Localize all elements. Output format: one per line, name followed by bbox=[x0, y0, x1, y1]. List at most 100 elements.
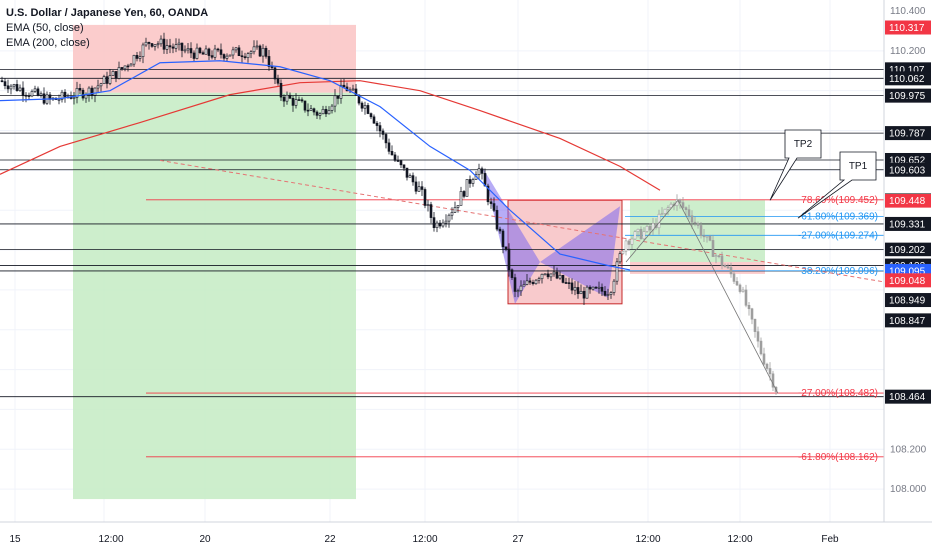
candle-body bbox=[21, 87, 25, 96]
price-badge-label: 109.787 bbox=[889, 129, 926, 140]
candle-body bbox=[570, 282, 574, 291]
callout-label: TP1 bbox=[849, 161, 868, 172]
price-tick-label: 108.000 bbox=[890, 484, 927, 495]
candle-body bbox=[90, 87, 94, 96]
candle-body bbox=[24, 94, 28, 97]
candle-body bbox=[408, 175, 412, 178]
candle-body bbox=[354, 88, 358, 96]
candle-body bbox=[270, 66, 274, 69]
fib-level-label: -27.00%(109.274) bbox=[798, 230, 878, 241]
candle-body bbox=[192, 52, 196, 59]
candle-body bbox=[111, 71, 115, 76]
candle-body bbox=[132, 55, 136, 65]
time-tick-label: 27 bbox=[512, 534, 524, 545]
candle-body bbox=[741, 289, 745, 292]
candle-body bbox=[723, 265, 727, 268]
candle-body bbox=[267, 56, 271, 67]
price-badge-label: 109.095 bbox=[889, 266, 926, 277]
candle-body bbox=[402, 164, 406, 169]
candle-body bbox=[477, 168, 481, 175]
candle-body bbox=[711, 240, 715, 257]
candle-body bbox=[9, 85, 13, 90]
candle-body bbox=[249, 51, 253, 55]
candle-body bbox=[453, 207, 457, 213]
candle-body bbox=[660, 213, 664, 215]
price-badge bbox=[885, 273, 931, 288]
candle-body bbox=[333, 95, 337, 107]
candle-body bbox=[603, 290, 607, 296]
candle-body bbox=[330, 105, 334, 111]
candle-body bbox=[588, 286, 592, 290]
candle-body bbox=[180, 42, 184, 51]
candle-body bbox=[369, 113, 373, 118]
price-badge-label: 109.331 bbox=[889, 219, 926, 230]
candle-body bbox=[726, 266, 730, 269]
candle-body bbox=[534, 279, 538, 285]
candle-body bbox=[276, 78, 280, 84]
candle-body bbox=[606, 294, 610, 296]
price-badge-label: 109.652 bbox=[889, 155, 926, 166]
candle-body bbox=[351, 88, 355, 91]
candle-body bbox=[459, 191, 463, 206]
candle-body bbox=[561, 275, 565, 283]
candle-body bbox=[705, 235, 709, 238]
candle-body bbox=[750, 308, 754, 320]
candle-body bbox=[693, 221, 697, 224]
candle-body bbox=[732, 273, 736, 282]
candle-body bbox=[633, 231, 637, 240]
candle-body bbox=[213, 48, 217, 58]
candle-body bbox=[765, 363, 769, 369]
short-position-stop-zone bbox=[630, 261, 765, 274]
candle-body bbox=[771, 373, 775, 388]
price-badge bbox=[885, 88, 931, 103]
price-tick-label: 110.400 bbox=[890, 6, 926, 17]
candle-body bbox=[738, 284, 742, 292]
candle-body bbox=[414, 181, 418, 192]
candle-body bbox=[336, 95, 340, 99]
candle-body bbox=[624, 240, 628, 252]
candle-body bbox=[303, 100, 307, 111]
candle-body bbox=[435, 222, 439, 228]
candle-body bbox=[627, 240, 631, 245]
candle-body bbox=[78, 87, 82, 91]
candle-body bbox=[708, 235, 712, 241]
candle-body bbox=[585, 286, 589, 299]
price-badge-label: 109.448 bbox=[889, 196, 926, 207]
candle-body bbox=[210, 55, 214, 58]
candle-body bbox=[126, 65, 130, 68]
candle-body bbox=[315, 111, 319, 116]
candle-body bbox=[444, 220, 448, 224]
fib-level-label: 78.60%(109.452) bbox=[801, 195, 878, 206]
candle-body bbox=[87, 87, 91, 96]
candle-body bbox=[489, 201, 493, 204]
candle-body bbox=[516, 290, 520, 293]
price-badge-label: 109.975 bbox=[889, 91, 926, 102]
candle-body bbox=[366, 105, 370, 114]
fib-level-label: -61.80%(108.162) bbox=[798, 452, 878, 463]
candle-body bbox=[498, 228, 502, 232]
candle-body bbox=[621, 250, 625, 254]
candle-body bbox=[195, 47, 199, 59]
candle-body bbox=[666, 207, 670, 210]
candle-body bbox=[228, 54, 232, 57]
candle-body bbox=[678, 199, 682, 203]
ema50-line bbox=[0, 60, 631, 271]
candle-body bbox=[432, 217, 436, 228]
projection-path bbox=[625, 199, 779, 394]
time-axis bbox=[0, 522, 932, 550]
candle-body bbox=[663, 208, 667, 214]
candle-body bbox=[747, 305, 751, 310]
candle-body bbox=[735, 281, 739, 286]
candle-body bbox=[171, 46, 175, 49]
candle-body bbox=[699, 225, 703, 236]
symbol-title: U.S. Dollar / Japanese Yen, 60, OANDA bbox=[6, 7, 209, 19]
candle-body bbox=[357, 94, 361, 104]
candle-body bbox=[42, 93, 46, 104]
candle-body bbox=[3, 81, 7, 87]
candle-body bbox=[282, 96, 286, 102]
candle-body bbox=[480, 168, 484, 174]
candle-body bbox=[492, 203, 496, 211]
candle-body bbox=[84, 94, 88, 99]
candle-body bbox=[591, 286, 595, 290]
